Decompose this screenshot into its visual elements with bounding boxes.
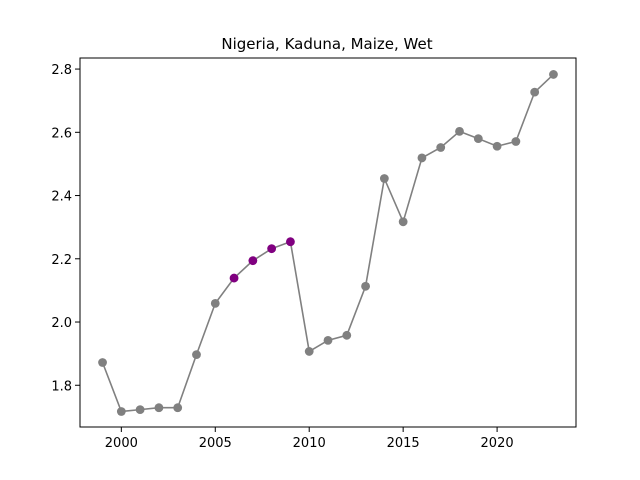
- data-point: [154, 403, 164, 413]
- highlighted-data-point: [286, 237, 295, 247]
- data-point: [210, 298, 220, 308]
- data-point: [549, 70, 558, 79]
- highlighted-data-point: [229, 273, 239, 283]
- y-tick-label: 2.8: [51, 63, 72, 78]
- data-point: [511, 137, 521, 146]
- axes-frame: [79, 57, 577, 428]
- data-point: [455, 126, 464, 136]
- x-tick-label: 2010: [293, 436, 326, 451]
- data-point: [417, 153, 427, 163]
- plot-area: 2000 2005 2010 2015 2020 1.8 2.0 2.2 2.4 2.6 2.8: [51, 57, 577, 451]
- x-tick-label: 2015: [387, 436, 420, 451]
- data-point: [192, 350, 201, 359]
- data-point: [361, 281, 370, 291]
- y-tick-label: 2.4: [51, 190, 72, 205]
- y-tick-label: 2.0: [51, 316, 72, 331]
- data-point: [342, 330, 352, 340]
- highlighted-data-point: [248, 256, 258, 266]
- x-tick-label: 2005: [199, 436, 232, 451]
- data-point: [304, 347, 314, 356]
- series-line: [101, 73, 554, 413]
- x-tick-label: 2000: [105, 436, 138, 451]
- x-tick-label: 2020: [481, 436, 514, 451]
- data-point: [530, 87, 540, 97]
- data-point: [492, 141, 502, 151]
- data-point: [135, 405, 145, 415]
- data-point: [173, 403, 183, 413]
- data-point: [398, 217, 408, 227]
- chart-title: Nigeria, Kaduna, Maize, Wet: [221, 35, 432, 53]
- y-tick-label: 1.8: [51, 379, 72, 394]
- data-point: [379, 174, 389, 183]
- data-point: [436, 143, 446, 152]
- y-tick-label: 2.6: [51, 126, 72, 141]
- highlighted-data-point: [267, 244, 277, 254]
- y-tick-label: 2.2: [51, 253, 72, 268]
- data-point: [323, 335, 333, 345]
- data-point: [98, 358, 107, 367]
- data-point: [116, 407, 126, 416]
- data-point: [473, 134, 483, 144]
